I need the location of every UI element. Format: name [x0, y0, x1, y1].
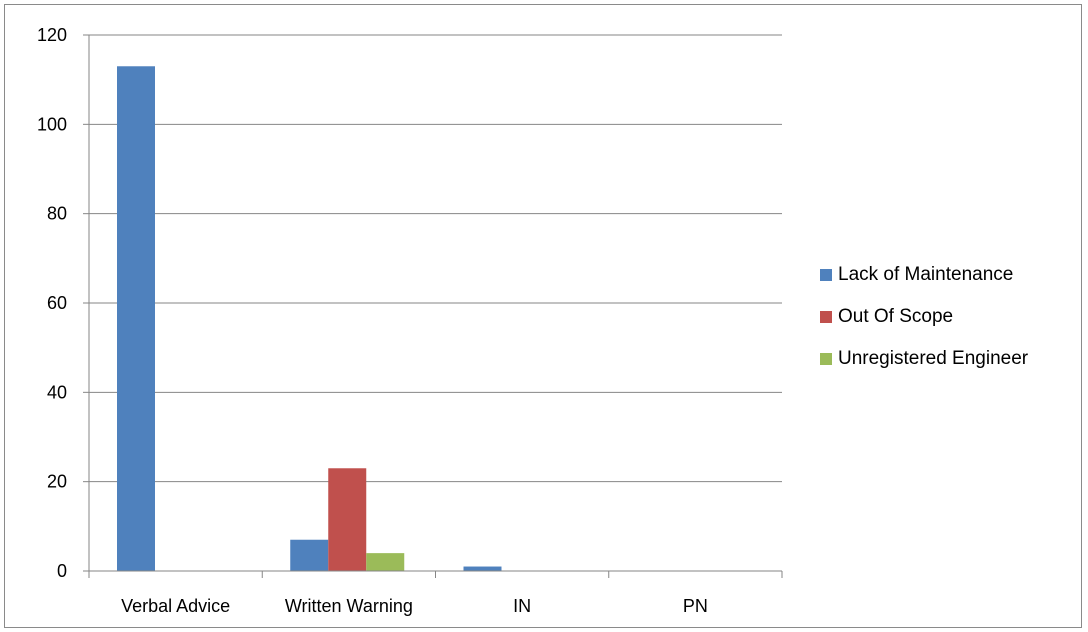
legend-label: Out Of Scope [838, 306, 954, 327]
axes [83, 34, 783, 578]
gridlines [89, 34, 782, 483]
legend-swatch [820, 269, 832, 281]
x-tick-label: Verbal Advice [121, 596, 230, 616]
legend-item: Unregistered Engineer [820, 346, 1028, 372]
legend-item: Out Of Scope [820, 304, 1028, 330]
y-tick-label: 60 [47, 293, 67, 313]
bar [117, 66, 155, 572]
bars [117, 66, 502, 572]
bar [463, 566, 502, 571]
y-tick-label: 40 [47, 382, 67, 402]
y-tick-label: 120 [37, 25, 67, 45]
legend-label: Lack of Maintenance [838, 264, 1014, 285]
bar [290, 539, 329, 571]
legend-label: Unregistered Engineer [838, 348, 1029, 369]
y-tick-label: 20 [47, 472, 67, 492]
x-tick-label: IN [513, 596, 531, 616]
legend-item: Lack of Maintenance [820, 262, 1028, 288]
legend: Lack of Maintenance Out Of Scope Unregiste… [820, 262, 1028, 388]
y-tick-label: 0 [57, 561, 67, 581]
legend-swatch [820, 311, 832, 323]
bar [366, 553, 405, 571]
bar [328, 468, 367, 571]
y-tick-label: 80 [47, 204, 67, 224]
tick-labels: 0 20 40 60 80 100 120 Verbal Advice Written Warn… [37, 25, 708, 616]
y-tick-label: 100 [37, 114, 67, 134]
x-tick-label: Written Warning [285, 596, 413, 616]
x-tick-label: PN [683, 596, 708, 616]
chart-frame [4, 4, 1082, 628]
legend-swatch [820, 353, 832, 365]
